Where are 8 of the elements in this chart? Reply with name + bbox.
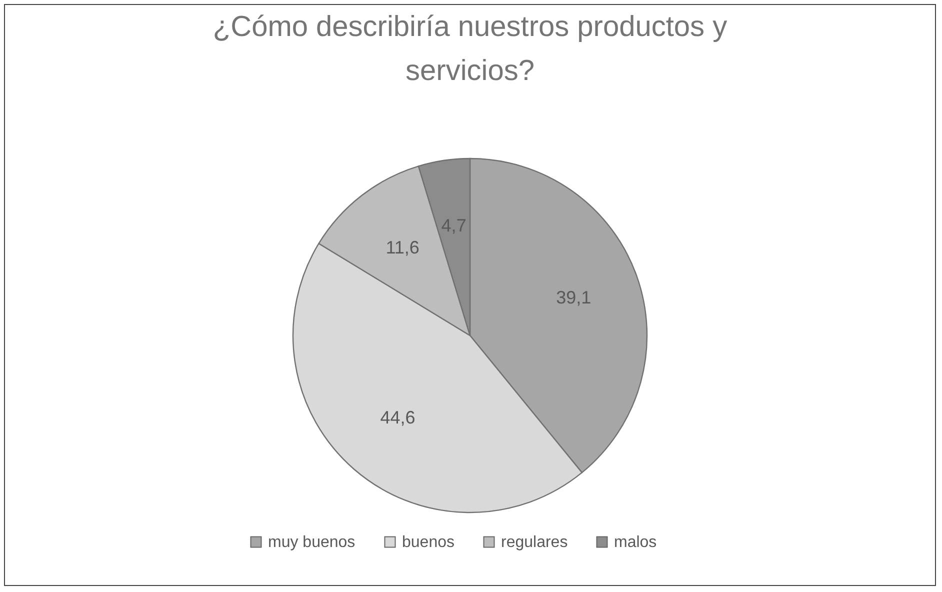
legend-label: buenos — [402, 534, 454, 551]
data-label: 11,6 — [386, 238, 420, 258]
legend-label: regulares — [501, 534, 568, 551]
chart-title: ¿Cómo describiría nuestros productos y servicios? — [212, 11, 728, 87]
data-label: 44,6 — [380, 407, 416, 428]
legend-label: malos — [614, 534, 657, 551]
data-label: 39,1 — [556, 288, 592, 308]
legend-label: muy buenos — [268, 534, 356, 551]
